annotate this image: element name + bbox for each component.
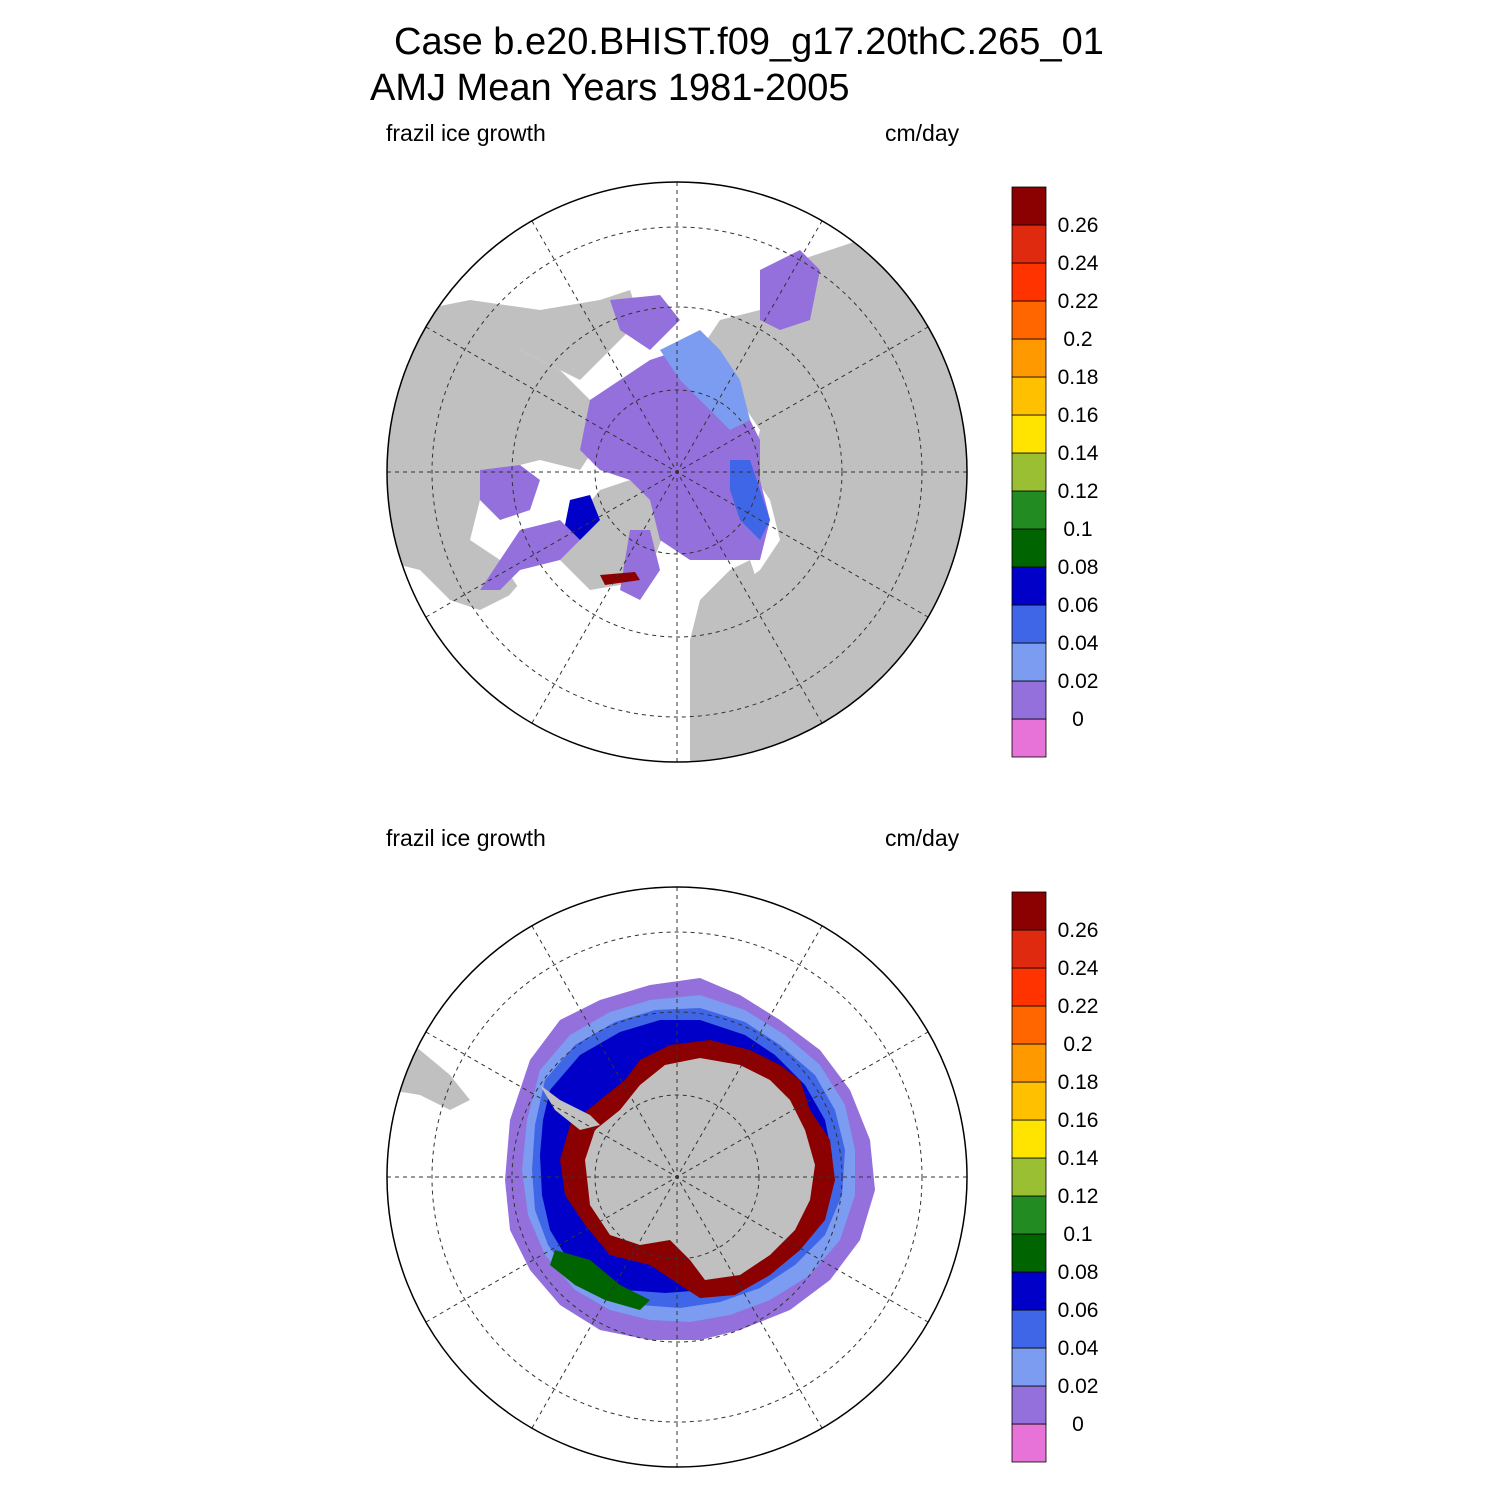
south-colorbar-swatch: [1011, 929, 1047, 969]
south-field-label: frazil ice growth: [386, 825, 546, 851]
north-field-label: frazil ice growth: [386, 120, 546, 146]
south-colorbar-swatch: [1011, 891, 1047, 931]
north-colorbar-swatch: [1011, 300, 1047, 340]
south-colorbar-tick-label: 0.08: [1058, 1261, 1099, 1284]
south-colorbar-tick-label: 0.18: [1058, 1071, 1099, 1094]
north-colorbar-tick-label: 0.24: [1058, 252, 1099, 275]
north-colorbar-swatch: [1011, 262, 1047, 302]
north-colorbar-tick-label: 0.06: [1058, 594, 1099, 617]
north-polar-map: 0 0.02 0.04 0.06 0.08 0.1 0.12 0.14 0.16 0.18 0.2 0…: [386, 181, 1099, 763]
land-scandinavia: [690, 560, 760, 680]
south-colorbar: 0 0.02 0.04 0.06 0.08 0.1 0.12 0.14 0.16 0.18 0.2 0…: [1011, 891, 1099, 1463]
south-colorbar-swatch: [1011, 1271, 1047, 1311]
south-colorbar-swatch: [1011, 1309, 1047, 1349]
north-colorbar-tick-label: 0.18: [1058, 366, 1099, 389]
north-colorbar-tick-label: 0.12: [1058, 480, 1099, 503]
north-colorbar-tick-label: 0.26: [1058, 214, 1099, 237]
south-colorbar-tick-label: 0.16: [1058, 1109, 1099, 1132]
plot-title-case: Case b.e20.BHIST.f09_g17.20thC.265_01: [394, 21, 1104, 63]
plot-title-period: AMJ Mean Years 1981-2005: [370, 67, 850, 109]
south-colorbar-swatch: [1011, 1157, 1047, 1197]
north-colorbar-swatch: [1011, 566, 1047, 606]
south-colorbar-tick-label: 0: [1072, 1413, 1084, 1436]
ice-greenland-east: [620, 530, 660, 600]
north-colorbar-tick-label: 0.14: [1058, 442, 1099, 465]
south-colorbar-swatch: [1011, 1385, 1047, 1425]
north-colorbar-tick-label: 0.22: [1058, 290, 1099, 313]
south-colorbar-tick-label: 0.22: [1058, 995, 1099, 1018]
south-colorbar-swatch: [1011, 1005, 1047, 1045]
north-colorbar-swatch: [1011, 642, 1047, 682]
north-colorbar-swatch: [1011, 376, 1047, 416]
land-north-america: [387, 300, 600, 610]
north-colorbar-tick-label: 0.04: [1058, 632, 1099, 655]
south-colorbar-tick-label: 0.06: [1058, 1299, 1099, 1322]
ice-bering: [610, 295, 680, 350]
north-colorbar-tick-label: 0.02: [1058, 670, 1099, 693]
south-colorbar-tick-label: 0.12: [1058, 1185, 1099, 1208]
north-colorbar-swatch: [1011, 680, 1047, 720]
north-colorbar-swatch: [1011, 528, 1047, 568]
south-colorbar-swatch: [1011, 1347, 1047, 1387]
north-colorbar-swatch: [1011, 604, 1047, 644]
north-colorbar-tick-label: 0.16: [1058, 404, 1099, 427]
north-colorbar-swatch: [1011, 224, 1047, 264]
south-colorbar-swatch: [1011, 1119, 1047, 1159]
south-units-label: cm/day: [885, 825, 960, 851]
south-polar-map: 0 0.02 0.04 0.06 0.08 0.1 0.12 0.14 0.16 0.18 0.2 0…: [386, 886, 1099, 1468]
north-colorbar-tick-label: 0.1: [1063, 518, 1092, 541]
north-colorbar: 0 0.02 0.04 0.06 0.08 0.1 0.12 0.14 0.16 0.18 0.2 0…: [1011, 186, 1099, 758]
ice-sea-of-okhotsk: [760, 250, 820, 330]
north-colorbar-swatch: [1011, 490, 1047, 530]
north-units-label: cm/day: [885, 120, 960, 146]
south-colorbar-tick-label: 0.26: [1058, 919, 1099, 942]
south-colorbar-tick-label: 0.04: [1058, 1337, 1099, 1360]
land-east-asia: [700, 240, 967, 762]
land-antarctica: [585, 1058, 815, 1280]
north-colorbar-swatch: [1011, 186, 1047, 226]
ice-greenland-hotspot: [600, 572, 640, 585]
ice-baffin: [565, 495, 600, 540]
south-colorbar-tick-label: 0.2: [1063, 1033, 1092, 1056]
south-colorbar-swatch: [1011, 1195, 1047, 1235]
north-colorbar-swatch: [1011, 452, 1047, 492]
south-colorbar-swatch: [1011, 1081, 1047, 1121]
south-colorbar-swatch: [1011, 1233, 1047, 1273]
north-colorbar-tick-label: 0.08: [1058, 556, 1099, 579]
north-colorbar-swatch: [1011, 718, 1047, 758]
south-colorbar-swatch: [1011, 967, 1047, 1007]
south-colorbar-tick-label: 0.02: [1058, 1375, 1099, 1398]
north-colorbar-swatch: [1011, 338, 1047, 378]
south-colorbar-swatch: [1011, 1043, 1047, 1083]
south-colorbar-swatch: [1011, 1423, 1047, 1463]
north-colorbar-tick-label: 0: [1072, 708, 1084, 731]
ice-green-patch: [550, 1250, 650, 1310]
ice-arctic-pacific: [660, 330, 750, 430]
ocean-north-atlantic: [470, 560, 720, 740]
north-colorbar-tick-label: 0.2: [1063, 328, 1092, 351]
south-colorbar-tick-label: 0.1: [1063, 1223, 1092, 1246]
north-colorbar-swatch: [1011, 414, 1047, 454]
ice-labrador: [480, 520, 580, 590]
ice-hudson-bay: [480, 465, 540, 520]
south-colorbar-tick-label: 0.14: [1058, 1147, 1099, 1170]
land-antarctic-peninsula: [540, 1085, 600, 1130]
south-colorbar-tick-label: 0.24: [1058, 957, 1099, 980]
